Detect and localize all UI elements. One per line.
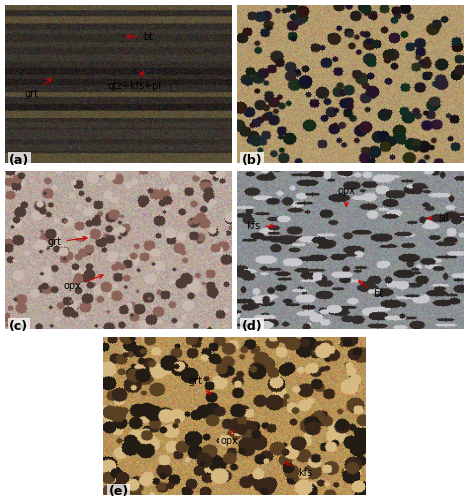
- Text: (e): (e): [108, 486, 129, 498]
- Text: sil: sil: [427, 214, 449, 224]
- Text: (d): (d): [242, 320, 263, 332]
- Text: kfs: kfs: [285, 462, 312, 478]
- Text: (a): (a): [9, 154, 30, 167]
- Text: kfs: kfs: [246, 221, 274, 231]
- Text: grt: grt: [48, 236, 87, 247]
- Text: qtz+kfs+pl: qtz+kfs+pl: [107, 72, 161, 91]
- Text: bt: bt: [127, 32, 153, 42]
- Text: (c): (c): [9, 320, 28, 332]
- Text: opx: opx: [337, 186, 355, 206]
- Text: grt: grt: [188, 376, 211, 394]
- Text: grt: grt: [25, 78, 52, 98]
- Text: opx: opx: [220, 430, 238, 446]
- Text: bt: bt: [359, 281, 383, 299]
- Text: (b): (b): [242, 154, 263, 167]
- Text: opx: opx: [64, 274, 103, 291]
